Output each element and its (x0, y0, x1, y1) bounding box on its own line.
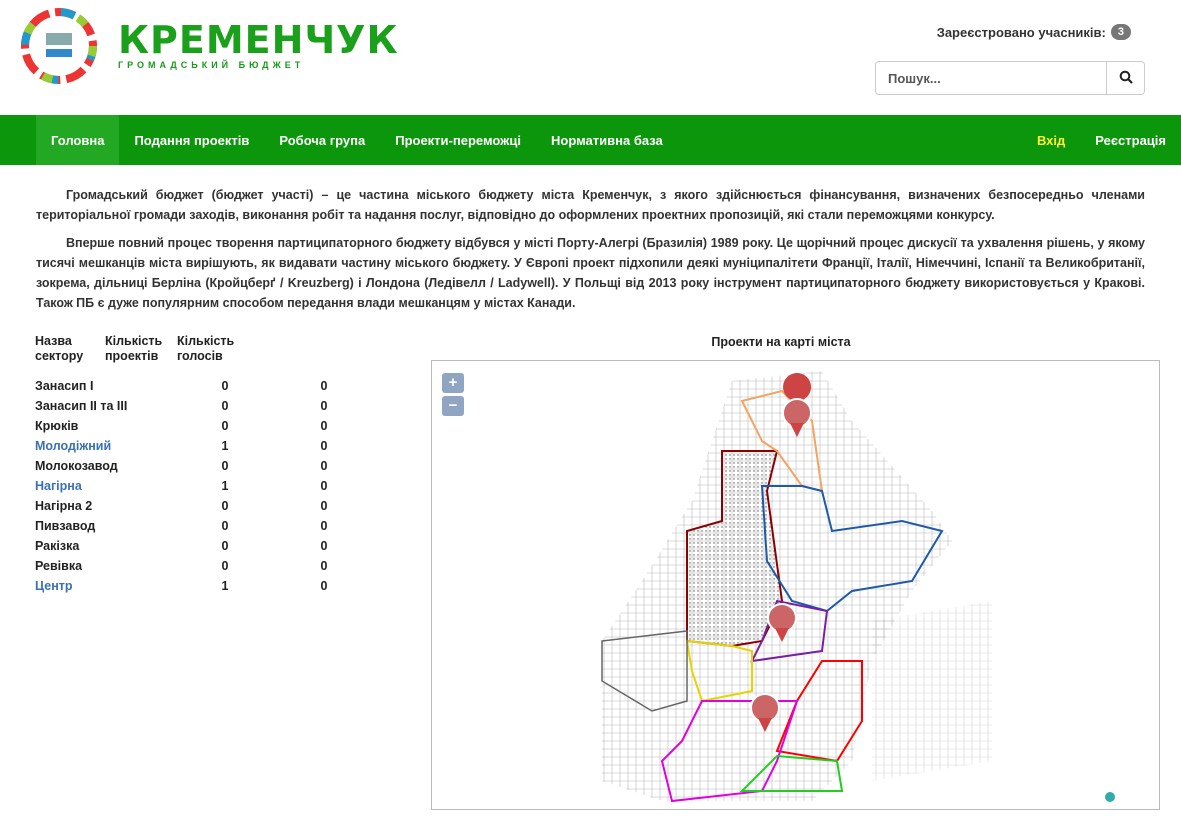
table-row: Занасип І 0 0 (35, 376, 389, 396)
header-projects: Кількість проектів (105, 334, 163, 363)
intro-paragraph: Вперше повний процес творення партиципат… (36, 236, 1145, 310)
table-row: Молодіжний 1 0 (35, 436, 389, 456)
projects-count: 1 (221, 479, 229, 493)
votes-count: 0 (320, 479, 328, 493)
nav-submit-projects[interactable]: Подання проектів (134, 132, 250, 148)
votes-count: 0 (320, 519, 328, 533)
sector-name: Ракізка (35, 539, 80, 553)
header-votes: Кількість голосів (177, 334, 235, 363)
table-row: Ракізка 0 0 (35, 536, 389, 556)
registered-label: Зареєстровано учасників: (936, 24, 1106, 40)
brand-subtitle: ГРОМАДСЬКИЙ БЮДЖЕТ (118, 60, 305, 70)
table-row: Крюків 0 0 (35, 416, 389, 436)
header-sector: Назва сектору (35, 334, 84, 363)
project-marker-icon[interactable] (767, 603, 797, 642)
registered-users: Зареєстровано учасників: 3 (937, 24, 1131, 40)
sector-name: Занасип ІІ та ІІІ (35, 399, 128, 413)
sector-name: Молокозавод (35, 459, 118, 473)
projects-count: 0 (221, 379, 229, 393)
projects-count: 0 (221, 539, 229, 553)
nav-working-group[interactable]: Робоча група (279, 132, 366, 148)
map-canvas[interactable] (432, 361, 1159, 809)
sector-name[interactable]: Центр (35, 579, 73, 593)
search-input[interactable] (876, 62, 1106, 94)
project-marker-icon[interactable] (750, 693, 780, 732)
projects-count: 1 (221, 579, 229, 593)
sector-name[interactable]: Нагірна (35, 479, 82, 493)
search-button[interactable] (1106, 62, 1144, 94)
table-row: Ревівка 0 0 (35, 556, 389, 576)
sector-name: Пивзавод (35, 519, 96, 533)
city-map[interactable]: + − (431, 360, 1160, 810)
votes-count: 0 (320, 559, 328, 573)
search-box (875, 61, 1145, 95)
intro-paragraph: Громадський бюджет (бюджет участі) – це … (36, 188, 1145, 222)
registered-count-badge: 3 (1110, 24, 1131, 40)
table-row: Нагірна 2 0 0 (35, 496, 389, 516)
nav-winning-projects[interactable]: Проекти-переможці (395, 132, 521, 148)
sector-name: Ревівка (35, 559, 83, 573)
map-title: Проекти на карті міста (711, 335, 851, 349)
projects-count: 0 (221, 559, 229, 573)
table-row: Нагірна 1 0 (35, 476, 389, 496)
header: КРЕМЕНЧУК ГРОМАДСЬКИЙ БЮДЖЕТ Зареєстрова… (0, 0, 1181, 115)
sectors-table: Назва сектору Кількість проектів Кількіс… (35, 334, 389, 596)
sector-name: Крюків (35, 419, 79, 433)
projects-count: 0 (221, 419, 229, 433)
votes-count: 0 (320, 439, 328, 453)
table-row: Пивзавод 0 0 (35, 516, 389, 536)
votes-count: 0 (320, 399, 328, 413)
projects-count: 0 (221, 519, 229, 533)
projects-count: 0 (221, 399, 229, 413)
nav-home[interactable]: Головна (36, 115, 120, 165)
votes-count: 0 (320, 459, 328, 473)
sector-name: Занасип І (35, 379, 94, 393)
votes-count: 0 (320, 419, 328, 433)
table-row: Занасип ІІ та ІІІ 0 0 (35, 396, 389, 416)
zoom-in-button[interactable]: + (442, 373, 464, 393)
table-row: Центр 1 0 (35, 576, 389, 596)
search-icon (1119, 70, 1133, 84)
votes-count: 0 (320, 499, 328, 513)
sector-name[interactable]: Молодіжний (35, 439, 112, 453)
main-nav: Головна Подання проектів Робоча група Пр… (0, 115, 1181, 165)
zoom-out-button[interactable]: − (442, 396, 464, 416)
register-link[interactable]: Реєстрація (1095, 132, 1166, 148)
votes-count: 0 (320, 379, 328, 393)
projects-count: 1 (221, 439, 229, 453)
brand-title: КРЕМЕНЧУК (118, 18, 399, 62)
table-row: Молокозавод 0 0 (35, 456, 389, 476)
brand[interactable]: КРЕМЕНЧУК ГРОМАДСЬКИЙ БЮДЖЕТ (118, 18, 399, 70)
login-link[interactable]: Вхід (1036, 132, 1066, 148)
votes-count: 0 (320, 539, 328, 553)
votes-count: 0 (320, 579, 328, 593)
nav-regulations[interactable]: Нормативна база (551, 132, 663, 148)
sector-name: Нагірна 2 (35, 499, 93, 513)
logo-emblem[interactable] (18, 5, 100, 87)
projects-count: 0 (221, 499, 229, 513)
map-attribution-icon[interactable] (1105, 792, 1115, 802)
projects-count: 0 (221, 459, 229, 473)
intro-text: Громадський бюджет (бюджет участі) – це … (0, 165, 1181, 313)
project-marker-icon[interactable] (782, 373, 812, 437)
